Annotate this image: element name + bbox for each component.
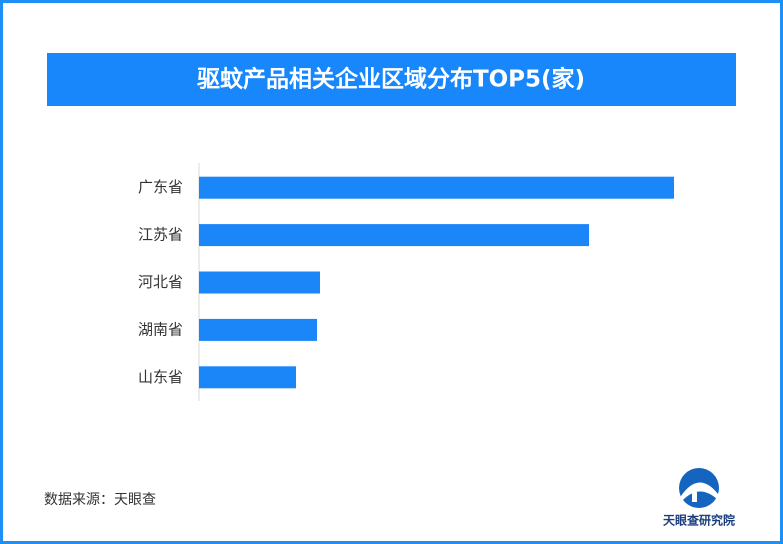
bar bbox=[199, 366, 296, 389]
logo: 天眼查研究院 bbox=[663, 468, 735, 528]
bar bbox=[199, 224, 589, 247]
y-tick-label: 河北省 bbox=[138, 273, 183, 291]
title-banner bbox=[47, 53, 736, 106]
y-tick-label: 广东省 bbox=[138, 178, 183, 196]
chart-title: 驱蚊产品相关企业区域分布TOP5(家) bbox=[197, 66, 585, 93]
logo-door bbox=[692, 492, 697, 502]
y-tick-label: 山东省 bbox=[138, 368, 183, 386]
bar bbox=[199, 318, 317, 341]
source: 数据来源：天眼查 bbox=[44, 492, 156, 508]
bar bbox=[199, 271, 320, 294]
y-tick-label: 江苏省 bbox=[138, 226, 183, 244]
logo-swoosh bbox=[681, 482, 718, 502]
logo-text: 天眼查研究院 bbox=[663, 513, 735, 528]
bar bbox=[199, 176, 674, 199]
y-tick-label: 湖南省 bbox=[138, 320, 183, 338]
